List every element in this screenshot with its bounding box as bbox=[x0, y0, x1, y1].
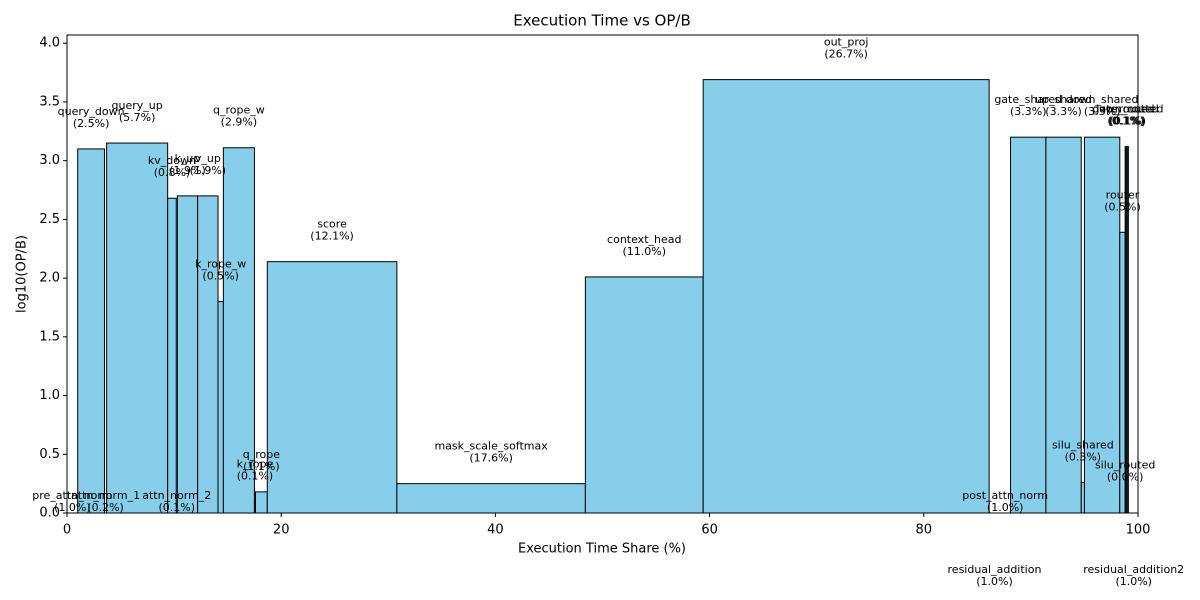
bars bbox=[67, 79, 1138, 513]
bar bbox=[175, 512, 178, 513]
share-label: (1.9%) bbox=[169, 164, 206, 177]
share-label: (3.3%) bbox=[1010, 105, 1047, 118]
bar bbox=[176, 195, 199, 513]
x-tick-label: 100 bbox=[1126, 523, 1151, 538]
bar-label: q_rope_w bbox=[213, 104, 265, 117]
x-axis-label: Execution Time Share (%) bbox=[518, 542, 686, 557]
share-label: (0.0%) bbox=[1107, 470, 1144, 483]
bar-label: query_up bbox=[112, 99, 163, 112]
bar-label: attn_norm_1 bbox=[71, 489, 140, 502]
share-label: (0.1%) bbox=[159, 501, 196, 514]
bar-label: k_rope_w bbox=[195, 258, 246, 271]
share-label: (1.0%) bbox=[987, 501, 1024, 514]
share-label: (2.5%) bbox=[73, 117, 110, 130]
share-label: (1.0%) bbox=[54, 501, 91, 514]
bar-label: out_proj bbox=[824, 36, 869, 49]
bar-label: up_routed bbox=[1099, 103, 1155, 116]
bar bbox=[103, 512, 108, 513]
bar bbox=[266, 261, 398, 513]
y-axis-label: log10(OP/B) bbox=[15, 235, 30, 313]
y-tick-label: 0.5 bbox=[39, 447, 60, 462]
bar-label: down_shared bbox=[1066, 93, 1139, 106]
bar-label: score bbox=[317, 218, 347, 231]
share-label: (1.9%) bbox=[190, 164, 227, 177]
y-tick-label: 1.5 bbox=[39, 329, 60, 344]
share-label: (12.1%) bbox=[310, 230, 354, 243]
bar-label: v_up bbox=[195, 152, 221, 165]
y-tick-label: 2.0 bbox=[39, 271, 60, 286]
share-label: (26.7%) bbox=[824, 48, 868, 61]
x-tick-label: 80 bbox=[916, 523, 933, 538]
x-tick-label: 20 bbox=[273, 523, 290, 538]
bar bbox=[999, 512, 1012, 513]
y-tick-label: 3.5 bbox=[39, 94, 60, 109]
x-tick-label: 40 bbox=[487, 523, 504, 538]
bar bbox=[254, 491, 268, 513]
bar-label: residual_addition2 bbox=[1083, 563, 1184, 576]
bar bbox=[106, 142, 169, 513]
bar-label: gate_shared bbox=[994, 93, 1062, 106]
bar-label: residual_addition bbox=[948, 563, 1042, 576]
bar-label: query_down bbox=[58, 105, 125, 118]
bar bbox=[77, 148, 105, 513]
bar bbox=[197, 195, 219, 513]
bar-label: k_rope bbox=[237, 457, 274, 470]
x-tick-label: 60 bbox=[701, 523, 718, 538]
share-label: (0.5%) bbox=[202, 270, 239, 283]
share-label: (3.3%) bbox=[1084, 105, 1121, 118]
bar-label: gate_routed bbox=[1093, 103, 1159, 116]
bar-label: kv_down bbox=[148, 154, 196, 167]
bar-label: post_attn_norm bbox=[962, 489, 1048, 502]
y-tick-label: 2.5 bbox=[39, 212, 60, 227]
share-label: (0.8%) bbox=[154, 166, 191, 179]
y-tick-label: 3.0 bbox=[39, 153, 60, 168]
share-label: (1.1%) bbox=[243, 460, 280, 473]
share-label: (0.2%) bbox=[87, 501, 124, 514]
bar bbox=[1083, 136, 1121, 513]
bar-label: mask_scale_softmax bbox=[434, 440, 548, 453]
y-tick-label: 0.0 bbox=[39, 506, 60, 521]
share-label: (11.0%) bbox=[623, 245, 667, 258]
bar-label: down_routed bbox=[1092, 103, 1163, 116]
share-label: (0.1%) bbox=[1107, 115, 1144, 128]
y-tick-label: 4.0 bbox=[39, 36, 60, 51]
bar bbox=[1045, 136, 1082, 513]
share-label: (0.5%) bbox=[1104, 200, 1141, 213]
share-label: (3.3%) bbox=[1045, 105, 1082, 118]
share-label: (1.0%) bbox=[1115, 575, 1152, 588]
share-label: (0.3%) bbox=[1065, 450, 1102, 463]
share-label: (0.1%) bbox=[1108, 115, 1145, 128]
bar-label: silu_shared bbox=[1052, 438, 1114, 451]
share-label: (17.6%) bbox=[469, 452, 513, 465]
share-label: (0.1%) bbox=[237, 469, 274, 482]
bar-label: pre_attn_norm bbox=[32, 489, 112, 502]
bar bbox=[396, 483, 586, 513]
share-label: (0.1%) bbox=[1110, 115, 1147, 128]
bar-label: q_rope bbox=[243, 448, 280, 461]
bar-label: silu_routed bbox=[1095, 458, 1155, 471]
bar bbox=[217, 301, 224, 513]
plot-frame bbox=[66, 34, 1139, 514]
bar-label: up_shared bbox=[1035, 93, 1092, 106]
bar-label: context_head bbox=[607, 233, 681, 246]
bar bbox=[1126, 146, 1129, 513]
bar-label: k_up bbox=[175, 152, 201, 165]
bar-label: router bbox=[1106, 188, 1140, 201]
bar bbox=[584, 276, 704, 513]
bar bbox=[1010, 136, 1047, 513]
bar bbox=[167, 197, 177, 513]
bar-label: attn_norm_2 bbox=[142, 489, 211, 502]
share-label: (2.9%) bbox=[221, 116, 258, 129]
chart-title: Execution Time vs OP/B bbox=[513, 12, 691, 30]
x-tick-label: 0 bbox=[63, 523, 71, 538]
share-label: (1.0%) bbox=[976, 575, 1013, 588]
bar bbox=[222, 147, 255, 513]
y-tick-label: 1.0 bbox=[39, 388, 60, 403]
bar bbox=[702, 79, 990, 513]
share-label: (5.7%) bbox=[119, 111, 156, 124]
